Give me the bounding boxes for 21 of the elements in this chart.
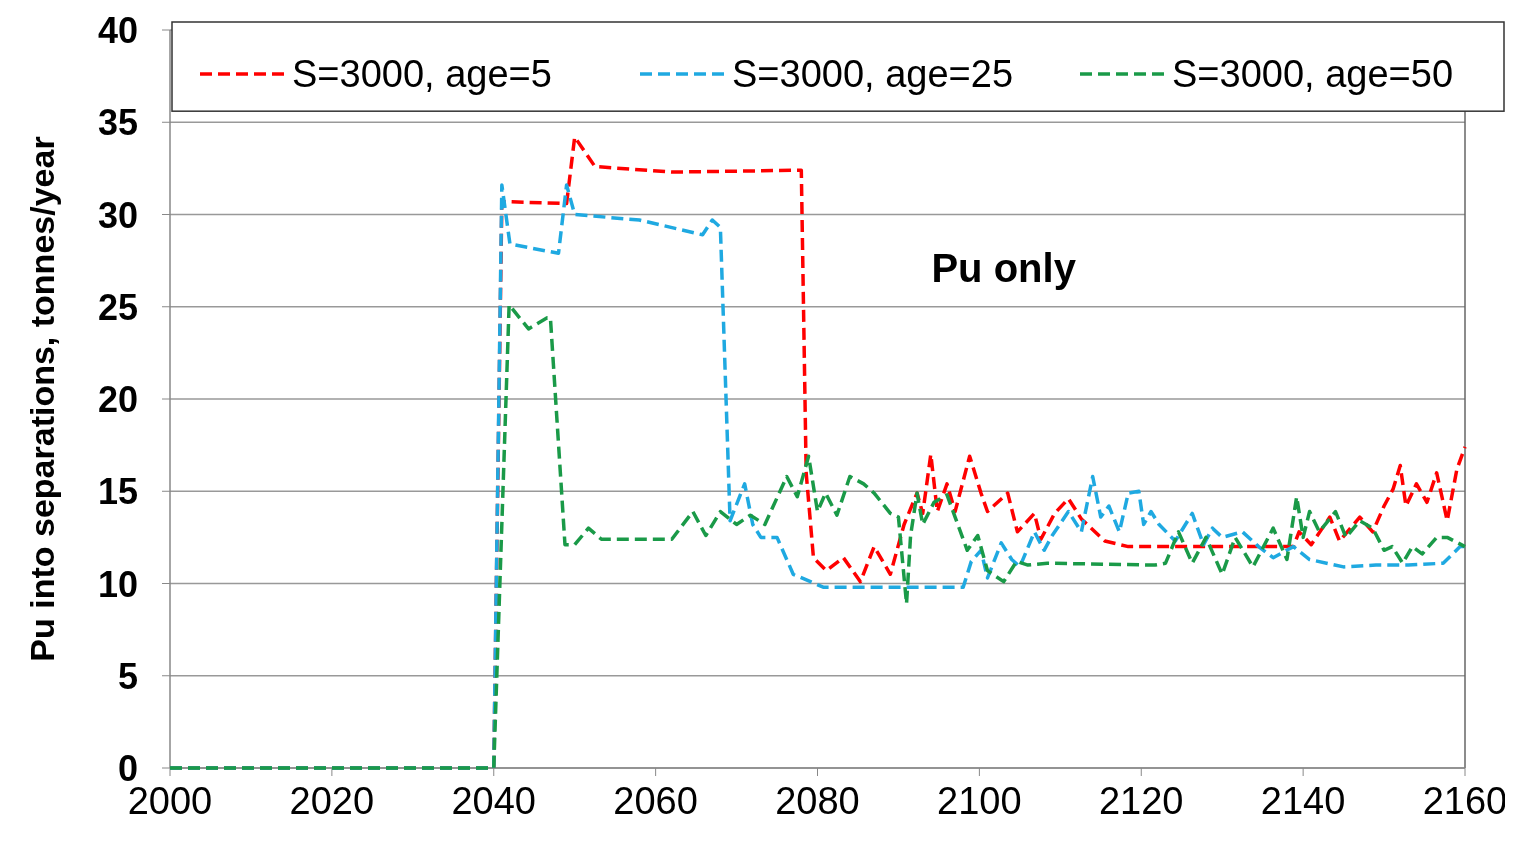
x-tick-label: 2100 (937, 780, 1022, 822)
x-tick-label: 2140 (1260, 780, 1346, 822)
y-tick-label: 40 (97, 10, 138, 51)
y-tick-label: 30 (97, 194, 138, 236)
annotation: Pu only (931, 245, 1077, 290)
x-tick-label: 2020 (289, 780, 375, 822)
y-tick-label: 25 (97, 286, 138, 328)
legend-label: S=3000, age=50 (1172, 53, 1454, 95)
y-tick-label: 10 (97, 563, 138, 605)
x-tick-label: 2060 (613, 780, 698, 822)
x-tick-label: 2080 (775, 780, 860, 822)
legend-label: S=3000, age=25 (732, 53, 1014, 95)
y-tick-label: 15 (97, 471, 138, 513)
legend-label: S=3000, age=5 (292, 53, 552, 95)
x-tick-label: 2000 (127, 780, 213, 822)
y-tick-label: 20 (97, 379, 138, 420)
x-tick-label: 2120 (1098, 780, 1184, 822)
y-axis-title: Pu into separations, tonnes/year (23, 136, 61, 662)
y-tick-label: 5 (117, 655, 138, 697)
x-tick-label: 2040 (451, 780, 537, 822)
y-tick-label: 35 (97, 102, 138, 144)
